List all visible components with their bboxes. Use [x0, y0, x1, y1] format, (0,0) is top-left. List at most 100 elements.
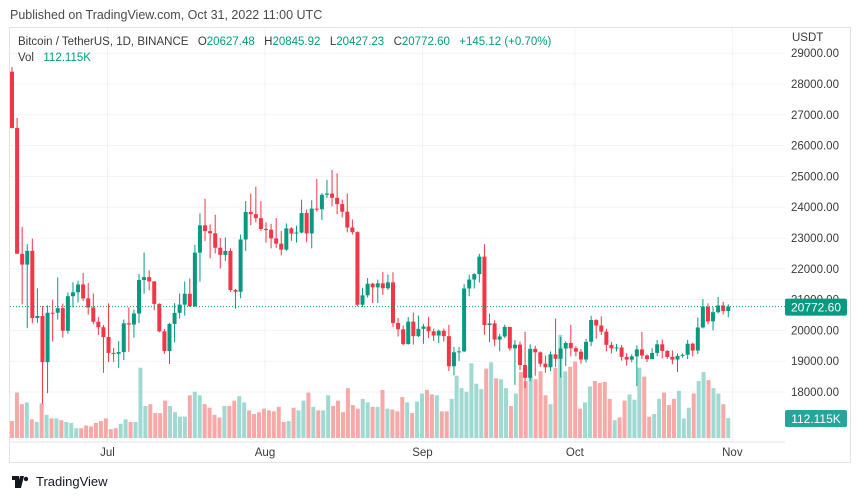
volume-bar: [138, 367, 143, 438]
volume-bar: [326, 395, 331, 438]
footer-brand[interactable]: TradingView: [12, 474, 108, 489]
volume-bar: [133, 421, 138, 438]
volume-bar: [469, 363, 474, 438]
candle-body: [284, 228, 289, 250]
candle: [264, 222, 268, 243]
candle: [20, 226, 25, 305]
candle-body: [152, 281, 157, 304]
candle-body: [162, 331, 167, 352]
volume-bar: [499, 379, 504, 438]
high-value: 20845.92: [272, 36, 321, 48]
volume-bar: [503, 388, 508, 438]
candle: [228, 248, 233, 292]
volume-bar: [523, 381, 528, 438]
volume-bar: [74, 428, 79, 438]
volume-bar: [617, 417, 622, 438]
candle-body: [528, 348, 533, 378]
candle-body: [147, 277, 152, 282]
volume-bar: [558, 334, 563, 438]
high-label: H: [264, 36, 273, 48]
candle: [223, 237, 228, 261]
candle: [15, 118, 20, 254]
volume-bar: [686, 407, 691, 438]
candle: [589, 315, 594, 347]
candle: [391, 272, 395, 328]
candle: [208, 224, 213, 259]
volume-bar: [701, 372, 706, 438]
candle: [660, 339, 665, 359]
candle-body: [497, 336, 502, 340]
volume-bar: [39, 403, 44, 438]
candle-body: [446, 336, 451, 367]
candle: [238, 234, 243, 299]
candle-body: [533, 348, 538, 353]
candle-body: [142, 277, 147, 280]
candle-body: [573, 348, 578, 352]
candle: [319, 193, 324, 221]
candle: [157, 303, 162, 333]
candle: [482, 244, 487, 335]
candle-body: [563, 342, 568, 349]
tradingview-logo-icon: [12, 475, 29, 488]
candle: [650, 348, 655, 360]
volume-bar: [592, 381, 597, 438]
volume-bar: [355, 408, 360, 438]
candle-body: [70, 292, 75, 297]
close-label: C: [393, 36, 402, 48]
candle: [578, 349, 583, 364]
candle: [116, 341, 121, 368]
volume-bar: [553, 367, 558, 438]
currency-label[interactable]: USDT: [792, 32, 824, 44]
candle-body: [385, 282, 390, 289]
candle: [685, 339, 690, 360]
candle: [609, 341, 614, 354]
candle-body: [457, 351, 462, 353]
candle-body: [15, 127, 20, 254]
candle-body: [60, 308, 65, 331]
candle-body: [208, 231, 213, 234]
volume-bar: [336, 400, 341, 438]
candle: [645, 354, 649, 362]
volume-bar: [726, 418, 731, 438]
volume-label[interactable]: Vol: [18, 52, 34, 64]
candle-body: [472, 274, 477, 280]
candle-body: [431, 331, 436, 336]
volume-bar: [207, 407, 212, 438]
candle-body: [584, 341, 589, 360]
candle: [462, 284, 467, 353]
volume-bar: [34, 421, 39, 438]
candle-body: [660, 344, 665, 351]
volume-bar: [10, 421, 14, 438]
candle-body: [538, 352, 543, 364]
candle-body: [65, 296, 70, 331]
volume-bar: [271, 411, 276, 438]
volume-bar: [192, 391, 197, 438]
candle: [213, 214, 218, 254]
volume-bar: [420, 393, 425, 438]
candle-body: [416, 328, 421, 337]
candle-body: [274, 238, 279, 244]
candle-body: [650, 352, 655, 360]
candle: [690, 342, 695, 357]
volume-bar: [69, 422, 74, 438]
candle-body: [726, 306, 731, 312]
candle-body: [233, 290, 238, 292]
candle: [91, 293, 96, 325]
volume-bar: [676, 390, 681, 438]
close-value: 20772.60: [401, 36, 450, 48]
candle: [294, 225, 299, 243]
candle-body: [289, 228, 294, 234]
volume-bar: [637, 367, 642, 438]
volume-bar: [212, 414, 217, 438]
candle: [284, 223, 289, 251]
symbol-title[interactable]: Bitcoin / TetherUS, 1D, BINANCE: [18, 36, 189, 48]
volume-bar: [242, 402, 247, 438]
y-tick-label: 22000.00: [791, 264, 839, 276]
volume-bar: [44, 414, 49, 438]
volume-bar: [390, 409, 395, 438]
candle: [548, 351, 553, 372]
candle: [76, 280, 81, 303]
candle: [10, 67, 14, 129]
candle-body: [548, 354, 553, 368]
